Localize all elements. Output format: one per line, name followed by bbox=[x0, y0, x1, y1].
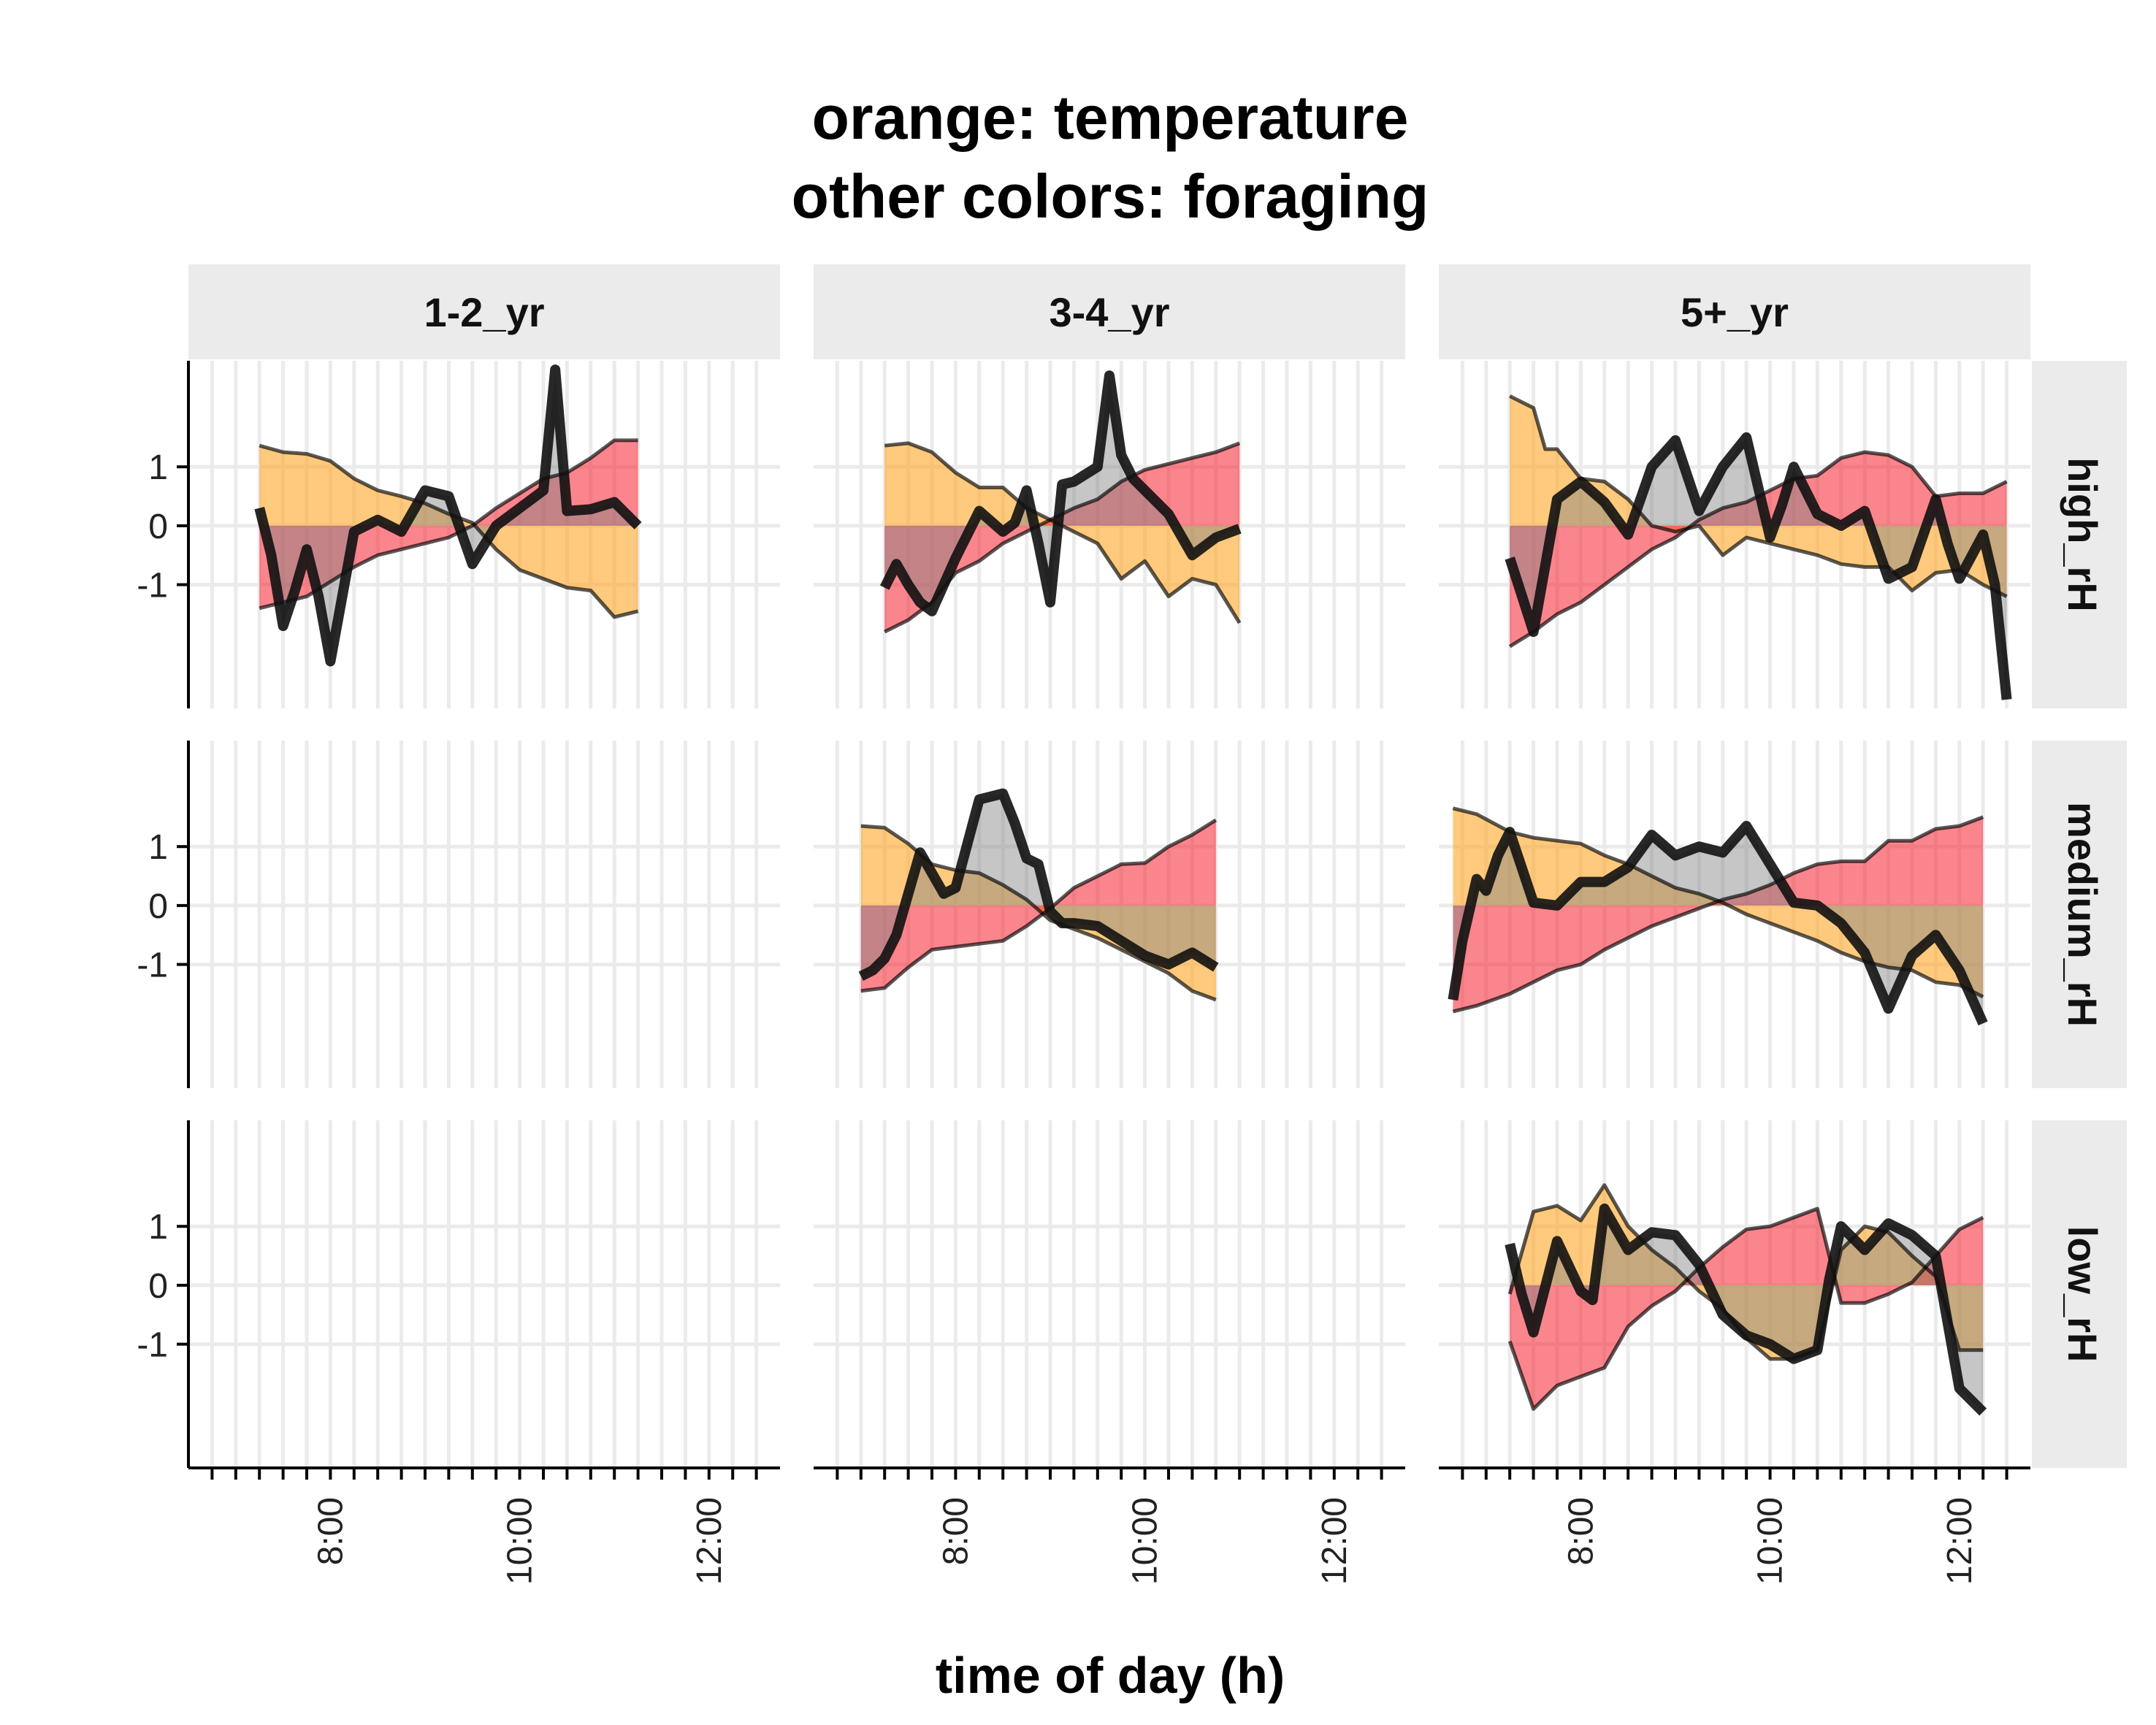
foraging-line bbox=[1505, 1204, 1987, 1416]
x-tick-label: 10:00 bbox=[501, 1497, 540, 1585]
column-strip bbox=[814, 264, 1405, 359]
panel-series bbox=[879, 370, 1242, 634]
x-axis-title: time of day (h) bbox=[936, 1647, 1285, 1704]
chart-title-line: other colors: foraging bbox=[792, 162, 1429, 231]
row-strip bbox=[2032, 361, 2127, 708]
x-tick-label: 8:00 bbox=[311, 1497, 350, 1565]
y-tick-label: -1 bbox=[137, 567, 168, 605]
panel-series bbox=[858, 788, 1219, 1002]
panel-series bbox=[1505, 1183, 1987, 1416]
chart-title: orange: temperature other colors: foragin… bbox=[792, 83, 1429, 231]
temperature-outline bbox=[1509, 394, 2008, 598]
foraging-line-area bbox=[1510, 1209, 1984, 1412]
foraging-line bbox=[879, 370, 1242, 616]
panel-gridlines bbox=[188, 741, 780, 1088]
panel-series bbox=[1448, 806, 1988, 1026]
foraging-band-outline bbox=[259, 438, 638, 611]
x-tick-label: 10:00 bbox=[1751, 1497, 1790, 1585]
foraging-band-outline bbox=[1452, 815, 1984, 1014]
foraging-band-outline bbox=[1507, 1206, 1984, 1411]
x-tick-label: 8:00 bbox=[936, 1497, 975, 1565]
y-tick-label: 0 bbox=[148, 508, 168, 546]
foraging-band-area bbox=[860, 819, 1216, 991]
foraging-band-outline bbox=[860, 818, 1217, 993]
row-strip bbox=[2032, 1120, 2127, 1468]
foraging-band-area bbox=[1510, 1209, 1984, 1410]
foraging-line bbox=[858, 788, 1219, 981]
temperature-area bbox=[259, 445, 638, 617]
y-tick-label: -1 bbox=[137, 946, 168, 985]
foraging-band-area bbox=[1453, 816, 1984, 1012]
y-tick-label: 0 bbox=[148, 887, 168, 926]
column-strip bbox=[1439, 264, 2030, 359]
column-strip-label: 5+_yr bbox=[1681, 289, 1789, 335]
temperature-outline bbox=[1452, 806, 1984, 999]
column-strip-label: 1-2_yr bbox=[424, 289, 544, 335]
panel-series bbox=[1505, 394, 2012, 700]
y-tick-label: 1 bbox=[148, 828, 168, 867]
row-strip-label: medium_rH bbox=[2060, 802, 2106, 1027]
y-tick-label: -1 bbox=[137, 1326, 168, 1365]
x-tick-label: 8:00 bbox=[1561, 1497, 1600, 1565]
column-strip bbox=[188, 264, 780, 359]
panel-gridlines bbox=[188, 1120, 780, 1468]
row-strip-label: high_rH bbox=[2060, 457, 2106, 612]
x-tick-label: 12:00 bbox=[1941, 1497, 1979, 1585]
foraging-line bbox=[1448, 821, 1988, 1026]
y-tick-label: 1 bbox=[148, 1208, 168, 1247]
panel-gridlines bbox=[814, 1120, 1405, 1468]
foraging-band-area bbox=[1510, 452, 2007, 647]
x-tick-label: 10:00 bbox=[1126, 1497, 1165, 1585]
temperature-outline bbox=[259, 443, 639, 619]
x-tick-label: 12:00 bbox=[1315, 1497, 1354, 1585]
panel-series bbox=[254, 364, 642, 667]
y-tick-label: 0 bbox=[148, 1267, 168, 1306]
y-tick-label: 1 bbox=[148, 448, 168, 487]
x-tick-label: 12:00 bbox=[690, 1497, 729, 1585]
temperature-area bbox=[884, 443, 1240, 623]
foraging-line bbox=[1505, 432, 2012, 700]
column-strip-label: 3-4_yr bbox=[1049, 289, 1169, 335]
foraging-line bbox=[254, 364, 642, 667]
chart-title-line: orange: temperature bbox=[812, 83, 1409, 152]
panel-grid: 1-2_yr 3-4_yr 5+_yr high_rH medium_rH low_rH -… bbox=[137, 264, 2127, 1585]
row-strip-label: low_rH bbox=[2060, 1226, 2106, 1363]
row-strip bbox=[2032, 741, 2127, 1088]
